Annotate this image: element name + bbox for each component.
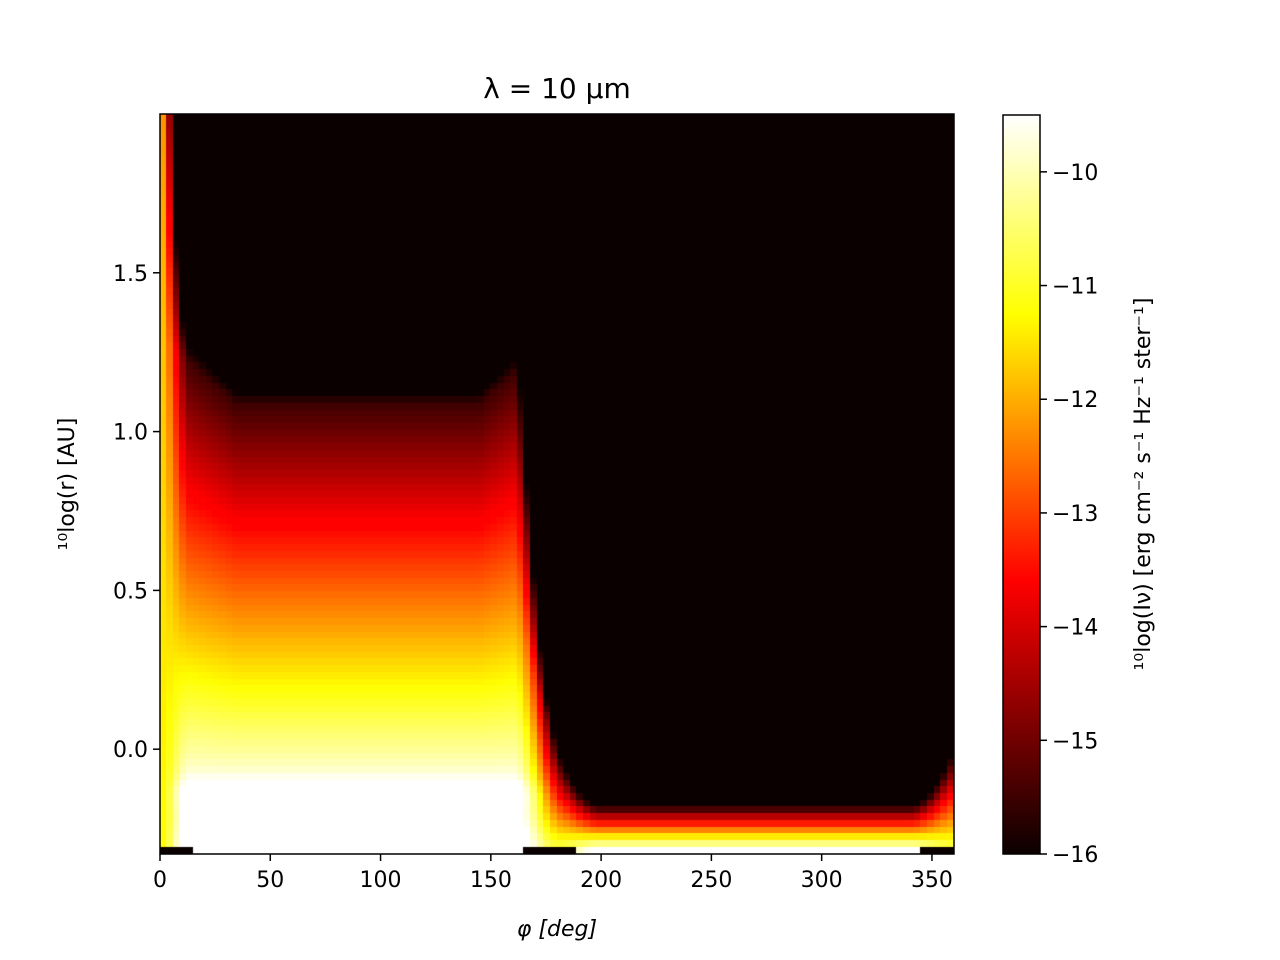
- y-tick-label: 0.5: [113, 579, 148, 604]
- colorbar-tick-label: −15: [1052, 729, 1098, 754]
- x-axis-ticks: 0 50 100 150 200 250 300 350: [153, 854, 953, 893]
- chart-title: λ = 10 μm: [483, 72, 630, 105]
- y-tick-label: 1.0: [113, 421, 148, 446]
- colorbar-tick-label: −12: [1052, 388, 1098, 413]
- x-tick-label: 50: [256, 868, 284, 893]
- x-tick-label: 300: [801, 868, 843, 893]
- colorbar-tick-label: −13: [1052, 502, 1098, 527]
- x-tick-label: 250: [690, 868, 732, 893]
- colorbar-tick-label: −10: [1052, 161, 1098, 186]
- colorbar-tick-label: −11: [1052, 275, 1098, 300]
- colorbar: [1002, 114, 1041, 855]
- x-tick-label: 100: [360, 868, 402, 893]
- x-tick-label: 200: [580, 868, 622, 893]
- colorbar-tick-label: −14: [1052, 616, 1098, 641]
- colorbar-ticks: −16 −15 −14 −13 −12 −11 −10: [1040, 161, 1098, 868]
- colorbar-tick-label: −16: [1052, 843, 1098, 868]
- x-tick-label: 350: [911, 868, 953, 893]
- colorbar-label: ¹⁰log(Iν) [erg cm⁻² s⁻¹ Hz⁻¹ ster⁻¹]: [1131, 298, 1156, 671]
- x-axis-label: φ [deg]: [517, 917, 597, 942]
- y-tick-label: 0.0: [113, 738, 148, 763]
- y-axis-ticks: 0.0 0.5 1.0 1.5: [113, 262, 160, 763]
- y-tick-label: 1.5: [113, 262, 148, 287]
- heatmap-canvas-holder: [160, 114, 954, 854]
- x-tick-label: 0: [153, 868, 167, 893]
- plot-frame: [159, 113, 955, 855]
- y-axis-label: ¹⁰log(r) [AU]: [55, 418, 80, 551]
- x-tick-label: 150: [470, 868, 512, 893]
